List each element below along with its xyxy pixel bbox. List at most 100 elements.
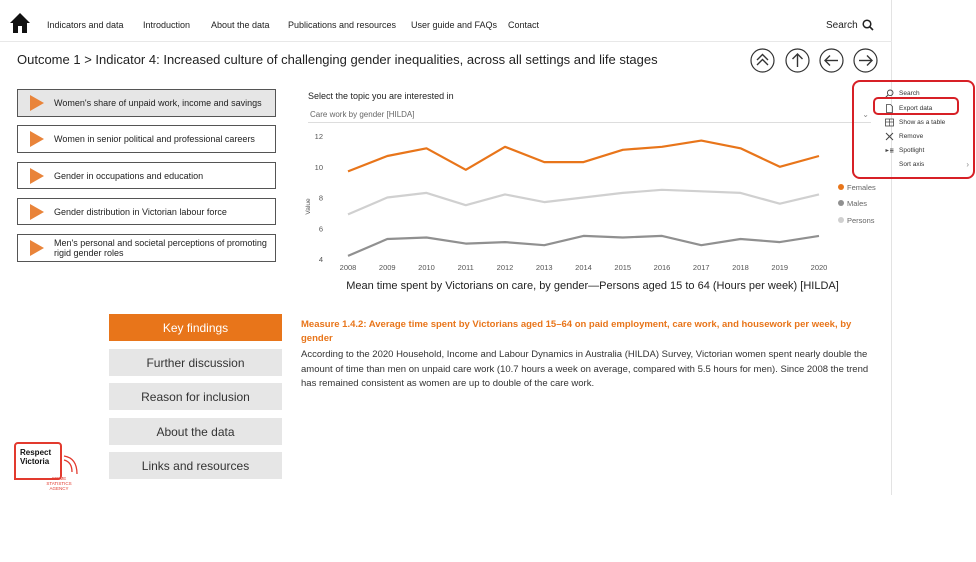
topic-select-label: Select the topic you are interested in [308, 91, 454, 101]
legend-marker-persons [838, 217, 844, 223]
x-tick-label: 2014 [575, 263, 592, 272]
y-tick-label: 12 [315, 132, 323, 141]
chevron-right-icon: › [966, 160, 969, 169]
topic-women-senior-careers[interactable]: Women in senior political and profession… [17, 125, 276, 153]
side-nav-links-and-resources[interactable]: Links and resources [109, 452, 282, 479]
legend-label-males: Males [847, 199, 867, 208]
search-icon [862, 19, 874, 31]
nav-about-the-data[interactable]: About the data [211, 20, 270, 30]
y-tick-label: 6 [319, 224, 323, 233]
side-nav-key-findings[interactable]: Key findings [109, 314, 282, 341]
y-tick-label: 8 [319, 194, 323, 203]
chart-caption: Mean time spent by Victorians on care, b… [346, 280, 839, 292]
page-title: Outcome 1 > Indicator 4: Increased cultu… [17, 52, 658, 67]
topic-label: Women in senior political and profession… [54, 134, 255, 144]
y-tick-label: 10 [315, 163, 323, 172]
play-arrow-icon [30, 167, 44, 184]
x-tick-label: 2020 [811, 263, 828, 272]
x-tick-label: 2008 [340, 263, 357, 272]
context-menu-label: Spotlight [899, 147, 925, 154]
x-tick-label: 2010 [418, 263, 435, 272]
side-nav-about-the-data[interactable]: About the data [109, 418, 282, 445]
line-chart[interactable]: 4 6 8 10 12 Value 2008 2009 2010 2011 2012 2013 2014… [296, 126, 881, 294]
highlight-context-menu [852, 80, 975, 179]
logo-box: Respect Victoria [14, 442, 62, 480]
table-icon [885, 118, 894, 127]
nav-indicators-and-data[interactable]: Indicators and data [47, 20, 124, 30]
nav-search-label: Search [826, 19, 858, 31]
measure-title: Measure 1.4.2: Average time spent by Vic… [301, 319, 852, 344]
context-menu-sort-axis[interactable]: Sort axis [885, 160, 924, 169]
series-line-males [347, 234, 820, 257]
context-menu-spotlight[interactable]: Spotlight [885, 146, 924, 155]
topic-dropdown[interactable]: Care work by gender [HILDA] ⌄ [308, 107, 871, 123]
measure-body: According to the 2020 Household, Income … [301, 349, 869, 389]
nav-user-guide-and-faqs[interactable]: User guide and FAQs [411, 20, 498, 30]
x-tick-label: 2012 [497, 263, 514, 272]
topic-gender-occupations-education[interactable]: Gender in occupations and education [17, 162, 276, 189]
arrow-left-icon[interactable] [819, 48, 844, 73]
top-nav: Indicators and data Introduction About t… [0, 0, 892, 42]
logo-text-line2: Victoria [20, 457, 50, 466]
legend-label-persons: Persons [847, 216, 875, 225]
home-icon[interactable] [9, 12, 31, 34]
signal-arcs-icon [63, 455, 78, 475]
double-chevron-up-icon[interactable] [750, 48, 775, 73]
nav-search-button[interactable]: Search [826, 19, 874, 31]
logo-text: Respect Victoria [20, 448, 51, 466]
context-menu-show-as-table[interactable]: Show as a table [885, 118, 945, 127]
play-arrow-icon [30, 131, 44, 147]
nav-publications-and-resources[interactable]: Publications and resources [288, 20, 397, 30]
x-tick-label: 2009 [379, 263, 396, 272]
highlight-export-data [873, 97, 959, 115]
logo-text-line1: Respect [20, 448, 52, 457]
play-arrow-icon [30, 240, 44, 256]
context-menu-label: Remove [899, 133, 924, 140]
document-icon [886, 104, 893, 113]
x-tick-label: 2017 [693, 263, 710, 272]
series-line-females [347, 139, 820, 173]
arrow-right-icon[interactable] [853, 48, 878, 73]
logo-sub-text: CRIME STATISTICS AGENCY [46, 476, 72, 491]
context-menu-label: Sort axis [899, 161, 925, 168]
context-menu-label: Show as a table [899, 119, 946, 126]
topic-womens-share-unpaid-work[interactable]: Women's share of unpaid work, income and… [17, 89, 276, 117]
context-menu-remove[interactable]: Remove [885, 132, 923, 141]
context-menu-label: Search [899, 90, 920, 97]
context-menu-label: Export data [899, 105, 933, 112]
play-arrow-icon [30, 95, 44, 111]
topic-label: Gender in occupations and education [54, 170, 204, 181]
nav-contact[interactable]: Contact [508, 20, 540, 30]
side-nav-reason-for-inclusion[interactable]: Reason for inclusion [109, 383, 282, 410]
legend-marker-females [838, 184, 844, 190]
report-area [891, 0, 892, 495]
arrow-up-icon[interactable] [785, 48, 810, 73]
respect-victoria-logo: Respect Victoria CRIME STATISTICS AGENCY [14, 442, 86, 492]
x-tick-label: 2019 [771, 263, 788, 272]
topic-label: Men's personal and societal perceptions … [54, 238, 267, 258]
search-icon [885, 89, 894, 98]
x-tick-label: 2016 [654, 263, 671, 272]
legend-marker-males [838, 200, 844, 206]
x-tick-label: 2015 [614, 263, 631, 272]
play-arrow-icon [30, 203, 44, 220]
close-icon [885, 132, 894, 141]
topic-label: Gender distribution in Victorian labour … [54, 206, 227, 217]
topic-gender-labour-force[interactable]: Gender distribution in Victorian labour … [17, 198, 276, 225]
legend-label-females: Females [847, 183, 876, 192]
dropdown-value: Care work by gender [HILDA] [310, 110, 415, 119]
topic-label: Women's share of unpaid work, income and… [54, 98, 262, 108]
spotlight-icon [885, 148, 894, 153]
x-tick-label: 2013 [536, 263, 553, 272]
y-tick-label: 4 [319, 255, 323, 264]
context-menu: Search Export data Show as a table Remov… [869, 88, 975, 176]
nav-introduction[interactable]: Introduction [143, 20, 191, 30]
side-nav-further-discussion[interactable]: Further discussion [109, 349, 282, 376]
context-menu-search[interactable]: Search [885, 89, 920, 98]
x-tick-label: 2011 [458, 263, 474, 272]
x-tick-label: 2018 [732, 263, 749, 272]
topic-mens-perceptions[interactable]: Men's personal and societal perceptions … [17, 234, 276, 262]
y-axis-label: Value [305, 198, 312, 215]
context-menu-export-data[interactable]: Export data [885, 104, 932, 113]
chevron-down-icon: ⌄ [862, 110, 869, 119]
